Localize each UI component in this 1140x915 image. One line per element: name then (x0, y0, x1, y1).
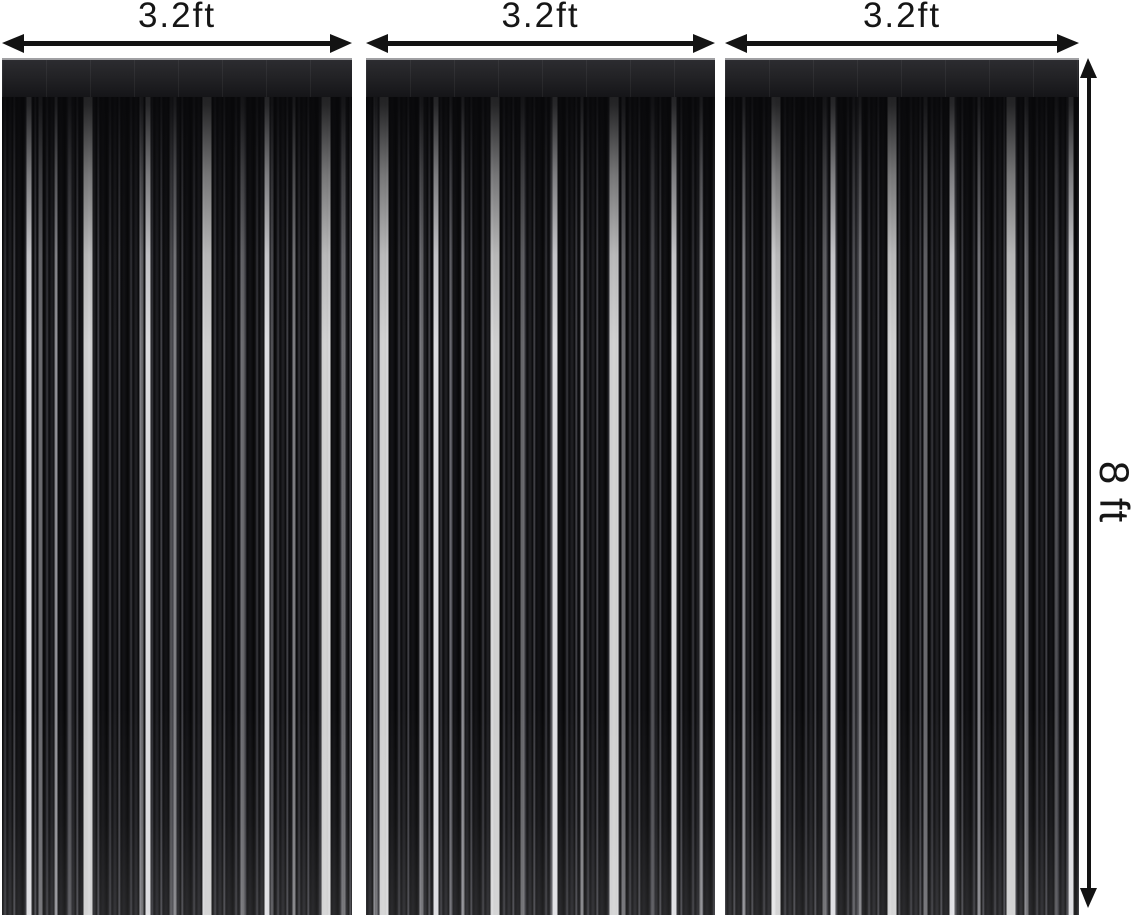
arrow-line (10, 41, 344, 46)
curtain-header-band (2, 60, 352, 97)
curtain-panel-group-1: 3.2ft (2, 0, 352, 915)
width-dimension-label: 3.2ft (862, 0, 942, 35)
arrowhead-up-icon (1080, 58, 1097, 78)
arrowhead-right-icon (330, 34, 352, 53)
curtain-panel-group-2: 3.2ft (366, 0, 715, 915)
width-dimension-arrow (725, 34, 1079, 53)
width-dimension-label: 3.2ft (137, 0, 217, 35)
foil-fringe-curtain-image (2, 58, 352, 915)
width-dimension-arrow (2, 34, 352, 53)
arrowhead-right-icon (693, 34, 715, 53)
arrow-line (374, 41, 707, 46)
arrowhead-right-icon (1057, 34, 1079, 53)
curtain-header-band (725, 60, 1079, 97)
height-dimension-arrow (1080, 58, 1097, 908)
curtain-panel-group-3: 3.2ft (725, 0, 1079, 915)
width-dimension-label: 3.2ft (501, 0, 580, 35)
foil-fringe-curtain-image (725, 58, 1079, 915)
foil-fringe-curtain-image (366, 58, 715, 915)
height-dimension-label: 8 ft (1091, 460, 1138, 524)
curtain-header-band (366, 60, 715, 97)
width-dimension-arrow (366, 34, 715, 53)
arrow-line (733, 41, 1071, 46)
arrowhead-down-icon (1080, 888, 1097, 908)
arrow-line (1087, 73, 1091, 893)
